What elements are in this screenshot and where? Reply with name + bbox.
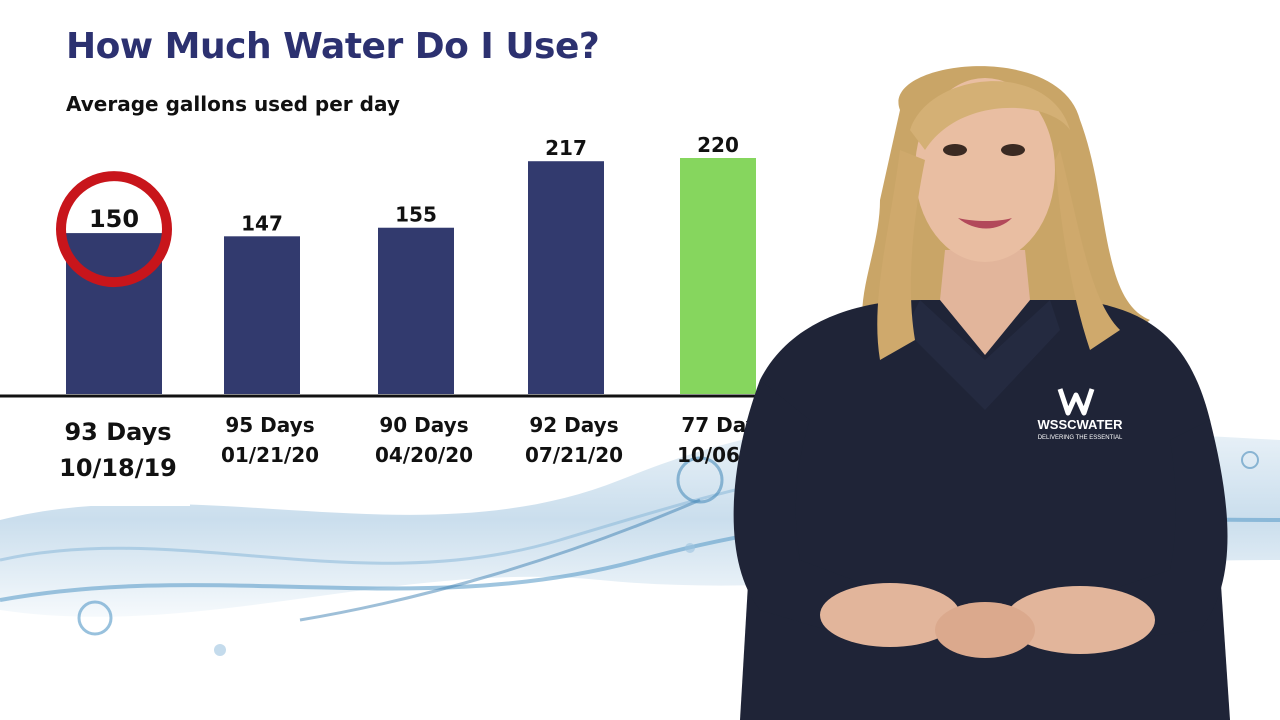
- logo-wordmark: WSSCWATER: [1038, 417, 1124, 432]
- value-label-2: 155: [395, 203, 437, 227]
- category-days-3: 92 Days: [529, 413, 618, 437]
- chart-title: How Much Water Do I Use?: [66, 26, 600, 67]
- bar-4: [680, 158, 756, 394]
- wssc-water-logo: WSSCWATER DELIVERING THE ESSENTIAL: [1038, 388, 1124, 441]
- category-days-2: 90 Days: [379, 413, 468, 437]
- bar-0: [66, 233, 162, 394]
- value-label-3: 217: [545, 136, 587, 160]
- bar-2: [378, 227, 454, 394]
- chart-subtitle: Average gallons used per day: [66, 92, 400, 116]
- category-date-0: 10/18/19: [59, 454, 177, 482]
- bar-1: [224, 236, 300, 394]
- logo-tagline: DELIVERING THE ESSENTIAL: [1038, 435, 1123, 441]
- category-date-3: 07/21/20: [525, 443, 623, 467]
- value-label-4: 220: [697, 133, 739, 157]
- value-label-1: 147: [241, 211, 283, 235]
- category-days-0: 93 Days: [64, 418, 171, 446]
- highlight-ring: [56, 171, 172, 288]
- category-date-2: 04/20/20: [375, 443, 473, 467]
- category-date-1: 01/21/20: [221, 443, 319, 467]
- value-label-0: 150: [89, 205, 139, 233]
- bar-3: [528, 161, 604, 394]
- category-days-1: 95 Days: [225, 413, 314, 437]
- highlight-label-backdrop: [26, 396, 190, 506]
